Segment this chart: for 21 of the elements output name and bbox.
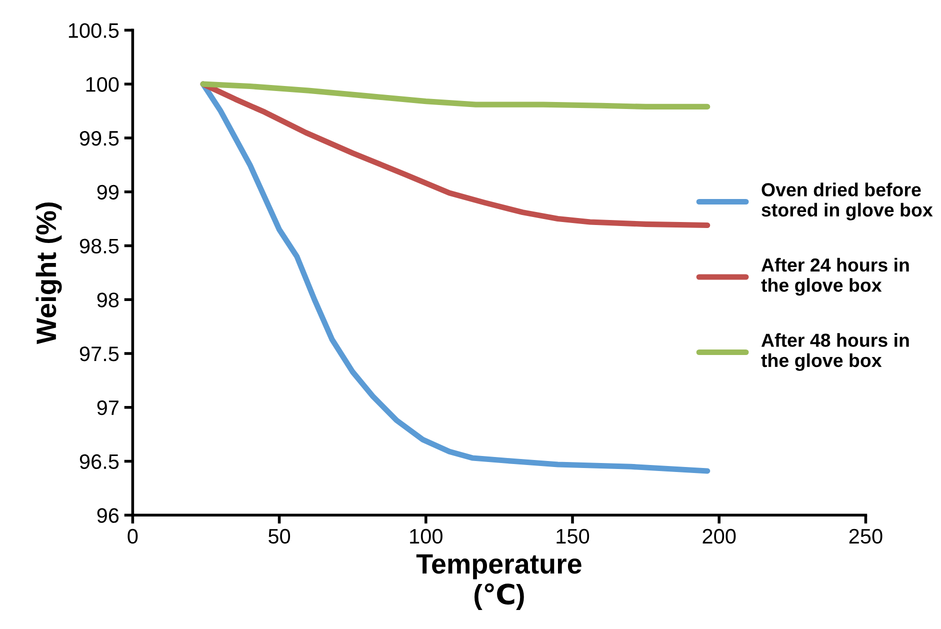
legend-label: After 48 hours in the glove box — [761, 333, 909, 371]
y-tick-label: 99 — [97, 184, 118, 200]
y-tick-label: 100 — [86, 77, 119, 92]
y-tick-label: 99.5 — [80, 130, 119, 146]
legend-label: Oven dried before stored in glove box — [762, 182, 933, 220]
x-tick-label: 150 — [556, 528, 590, 544]
y-tick-label: 98.5 — [80, 238, 119, 254]
y-tick-label: 96 — [97, 508, 119, 523]
y-tick-label: 97.5 — [80, 346, 119, 362]
x-tick-label: 50 — [268, 528, 290, 544]
x-tick-label: 100 — [410, 528, 442, 544]
y-tick-label: 96.5 — [80, 454, 119, 470]
x-tick-label: 200 — [702, 528, 736, 544]
x-tick-label: 250 — [849, 528, 882, 544]
y-axis-title: Weight (%) — [36, 202, 62, 344]
x-tick-label: 0 — [128, 528, 138, 544]
y-tick-label: 97 — [97, 400, 118, 416]
legend-label: After 24 hours in the glove box — [761, 258, 909, 296]
y-tick-label: 98 — [97, 292, 119, 308]
x-axis-title: Temperature (℃) — [416, 554, 582, 610]
y-tick-label: 100.5 — [68, 23, 119, 38]
